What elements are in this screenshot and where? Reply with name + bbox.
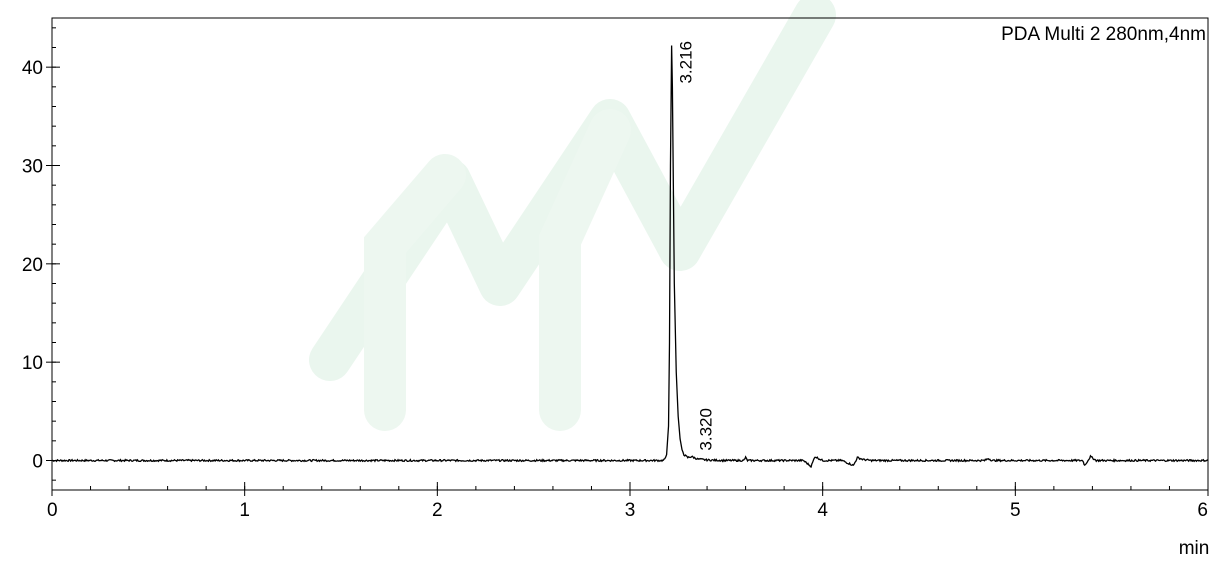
y-tick-label: 30 [22, 157, 43, 178]
y-axis: 0 10 20 30 40 [22, 27, 60, 481]
x-tick-label: 5 [1010, 500, 1021, 521]
legend-label: PDA Multi 2 280nm,4nm [1001, 24, 1206, 45]
x-axis: 0 1 2 3 4 5 6 [47, 482, 1209, 521]
signal-trace [51, 45, 1209, 468]
x-tick-label: 4 [817, 500, 828, 521]
peak-labels: 3.216 3.320 [677, 41, 716, 451]
x-tick-label: 2 [432, 500, 443, 521]
plot-frame [51, 17, 1209, 491]
x-axis-unit-label: min [1179, 538, 1210, 559]
peak-label: 3.320 [697, 408, 716, 451]
x-tick-label: 3 [625, 500, 636, 521]
y-tick-label: 40 [22, 58, 43, 79]
watermark-logo [309, 0, 836, 431]
y-tick-label: 0 [32, 452, 43, 473]
y-tick-label: 20 [22, 255, 43, 276]
x-tick-label: 0 [47, 500, 58, 521]
x-tick-label: 1 [239, 500, 250, 521]
peak-label: 3.216 [677, 41, 696, 84]
y-tick-label: 10 [22, 353, 43, 374]
x-tick-label: 6 [1197, 500, 1208, 521]
